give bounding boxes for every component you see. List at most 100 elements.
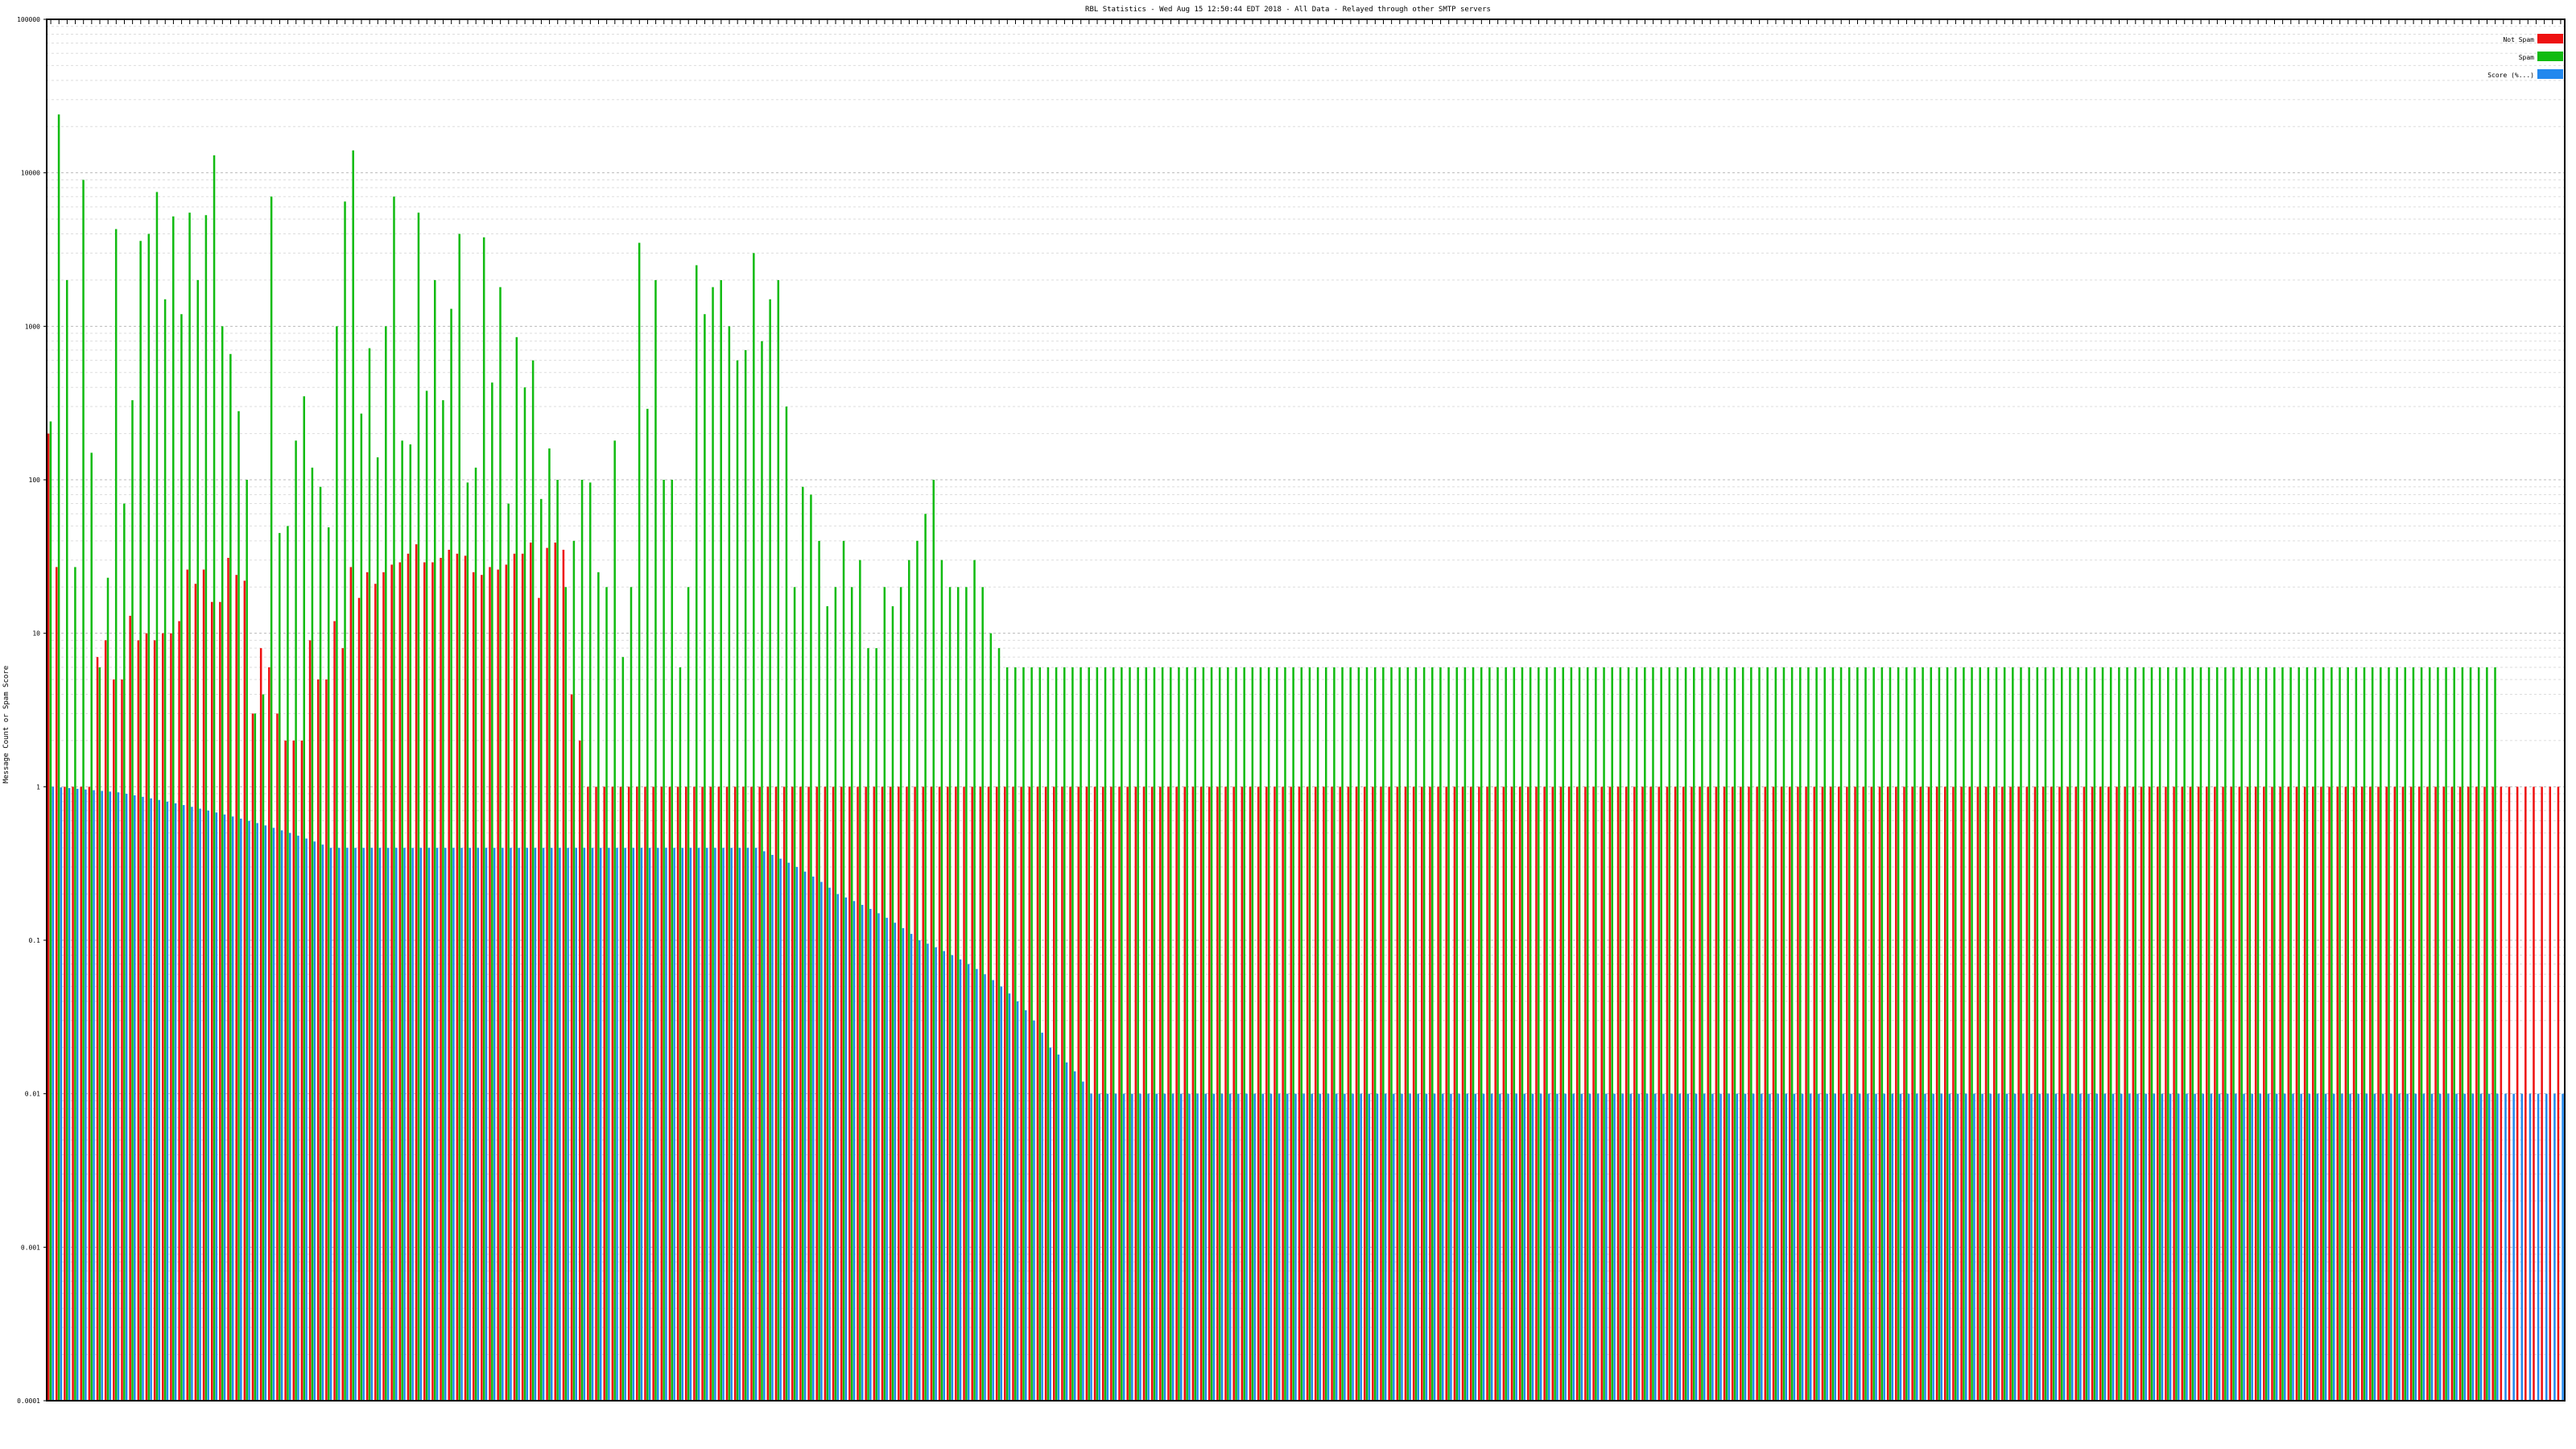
bar-score: [403, 848, 406, 1401]
bar-spam: [2347, 667, 2349, 1401]
bar-spam: [1668, 667, 1671, 1401]
bar-not-spam: [1453, 786, 1456, 1401]
bar-not-spam: [268, 667, 270, 1401]
bar-score: [608, 848, 610, 1401]
bar-spam: [1480, 667, 1483, 1401]
bar-not-spam: [774, 786, 778, 1401]
bar-score: [1082, 1081, 1084, 1401]
y-tick-label: 0.01: [25, 1091, 40, 1098]
bar-not-spam: [2434, 786, 2437, 1401]
legend-label: Spam: [2519, 54, 2534, 61]
bar-score: [101, 791, 103, 1401]
bar-spam: [1218, 667, 1221, 1401]
bar-score: [1261, 1093, 1265, 1401]
bar-score: [109, 791, 112, 1401]
bar-not-spam: [930, 786, 933, 1401]
bar-spam: [1333, 667, 1335, 1401]
bar-spam: [2494, 667, 2496, 1401]
bar-score: [2562, 1093, 2564, 1401]
bar-score: [1686, 1093, 1690, 1401]
bar-spam: [1880, 667, 1884, 1401]
bar-score: [1588, 1093, 1591, 1401]
bar-spam: [1341, 667, 1344, 1401]
bar-score: [436, 848, 439, 1401]
bar-score: [2136, 1093, 2139, 1401]
bar-score: [1989, 1093, 1992, 1401]
bar-spam: [2363, 667, 2366, 1401]
bar-score: [1008, 993, 1011, 1401]
bar-spam: [1790, 667, 1794, 1401]
bar-not-spam: [407, 553, 410, 1401]
bar-score: [264, 825, 267, 1401]
bar-spam: [1774, 667, 1777, 1401]
bar-spam: [1889, 667, 1892, 1401]
bar-spam: [344, 201, 346, 1401]
bar-not-spam: [1265, 786, 1268, 1401]
bar-score: [2422, 1093, 2425, 1401]
bar-not-spam: [725, 786, 729, 1401]
bar-spam: [1750, 667, 1752, 1401]
bar-spam: [597, 572, 600, 1402]
bar-score: [2103, 1093, 2107, 1401]
bar-spam: [842, 540, 845, 1401]
bar-not-spam: [464, 555, 467, 1402]
bar-score: [2463, 1093, 2466, 1401]
bar-not-spam: [2312, 786, 2314, 1401]
bar-not-spam: [2205, 786, 2208, 1401]
bar-score: [967, 964, 970, 1401]
bar-not-spam: [1241, 786, 1244, 1401]
bar-spam: [376, 457, 379, 1402]
bar-spam: [785, 407, 788, 1402]
bar-spam: [450, 308, 452, 1401]
bar-not-spam: [374, 584, 377, 1401]
bar-not-spam: [390, 564, 393, 1402]
bar-not-spam: [178, 621, 180, 1401]
bar-spam: [1161, 667, 1164, 1401]
bar-spam: [2469, 667, 2472, 1401]
bar-spam: [188, 213, 191, 1401]
bar-spam: [1570, 667, 1573, 1401]
legend-swatch: [2537, 69, 2563, 79]
bar-score: [518, 848, 520, 1401]
bar-not-spam: [824, 786, 827, 1401]
bar-not-spam: [1012, 786, 1014, 1401]
bar-score: [1883, 1093, 1885, 1401]
bar-not-spam: [72, 786, 74, 1401]
bar-score: [2553, 1093, 2556, 1401]
bar-score: [207, 810, 209, 1401]
bar-spam: [1922, 667, 1924, 1401]
bar-score: [166, 801, 169, 1401]
bar-score: [1122, 1093, 1125, 1401]
bar-spam: [2020, 667, 2022, 1401]
bar-spam: [1104, 667, 1107, 1401]
bar-score: [976, 968, 978, 1401]
bar-not-spam: [1372, 786, 1374, 1401]
bar-not-spam: [619, 786, 622, 1401]
bar-score: [305, 838, 308, 1401]
bar-score: [1253, 1093, 1256, 1401]
bar-not-spam: [676, 786, 679, 1401]
bar-not-spam: [121, 679, 123, 1401]
bar-spam: [319, 486, 322, 1402]
bar-score: [1719, 1093, 1722, 1401]
bar-score: [2455, 1093, 2458, 1401]
bar-score: [1654, 1093, 1657, 1401]
bar-score: [142, 796, 144, 1401]
bar-not-spam: [1347, 786, 1350, 1401]
bar-spam: [613, 440, 616, 1401]
bar-not-spam: [889, 786, 892, 1401]
bar-score: [738, 848, 741, 1401]
bar-not-spam: [2508, 786, 2511, 1401]
bar-spam: [1684, 667, 1687, 1401]
bar-not-spam: [292, 740, 295, 1401]
bar-score: [2186, 1093, 2188, 1401]
bar-spam: [491, 382, 493, 1401]
bar-spam: [744, 349, 747, 1402]
bar-score: [1433, 1093, 1436, 1401]
bar-score: [992, 980, 994, 1401]
bar-spam: [1080, 667, 1082, 1401]
bar-not-spam: [440, 557, 442, 1401]
bar-not-spam: [881, 786, 884, 1401]
bar-not-spam: [815, 786, 819, 1401]
